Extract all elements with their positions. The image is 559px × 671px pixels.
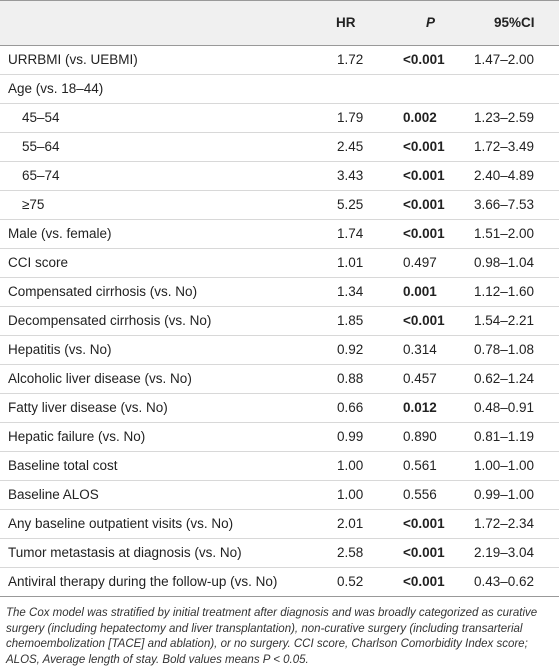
p-value: <0.001 [403,139,445,154]
hr-value: 0.52 [337,574,364,589]
p-value: <0.001 [403,197,445,212]
header-row: HR P 95%CI [0,0,559,46]
table-row: 55–64 2.45 <0.001 1.72–3.49 [0,132,559,162]
row-label: CCI score [8,255,69,270]
ci-value: 2.40–4.89 [474,168,535,183]
hr-value: 1.74 [337,226,364,241]
row-label: Hepatitis (vs. No) [8,342,112,357]
p-value: 0.890 [403,429,437,444]
row-label: Alcoholic liver disease (vs. No) [8,371,192,386]
row-label: Male (vs. female) [8,226,112,241]
hr-value: 0.92 [337,342,364,357]
table-row: Age (vs. 18–44) [0,74,559,104]
ci-value: 1.72–2.34 [474,516,535,531]
row-label: Baseline total cost [8,458,118,473]
row-label: 45–54 [22,110,60,125]
row-label: Compensated cirrhosis (vs. No) [8,284,198,299]
row-label: Tumor metastasis at diagnosis (vs. No) [8,545,242,560]
header-p: P [426,15,436,30]
ci-value: 1.54–2.21 [474,313,535,328]
table-row: Fatty liver disease (vs. No) 0.66 0.012 0.4… [0,393,559,423]
hr-value: 0.88 [337,371,364,386]
table-row: Male (vs. female) 1.74 <0.001 1.51–2.00 [0,219,559,249]
ci-value: 0.62–1.24 [474,371,535,386]
hr-value: 1.72 [337,52,364,67]
ci-value: 0.98–1.04 [474,255,535,270]
hr-value: 1.00 [337,458,364,473]
row-label: Antiviral therapy during the follow-up (… [8,574,278,589]
table-row: Any baseline outpatient visits (vs. No) 2… [0,509,559,539]
row-label: Any baseline outpatient visits (vs. No) [8,516,234,531]
hr-value: 2.58 [337,545,364,560]
row-label: Decompensated cirrhosis (vs. No) [8,313,212,328]
table-row: URRBMI (vs. UEBMI) 1.72 <0.001 1.47–2.00 [0,45,559,75]
ci-value: 3.66–7.53 [474,197,535,212]
table-row: ≥75 5.25 <0.001 3.66–7.53 [0,190,559,220]
row-label: 65–74 [22,168,60,183]
table-row: Decompensated cirrhosis (vs. No) 1.85 <0.0… [0,306,559,336]
hr-value: 1.00 [337,487,364,502]
hr-value: 1.85 [337,313,364,328]
p-value: <0.001 [403,52,445,67]
table-row: Hepatic failure (vs. No) 0.99 0.890 0.81–1.… [0,422,559,452]
hr-value: 0.66 [337,400,364,415]
p-value: 0.012 [403,400,437,415]
table-row: Antiviral therapy during the follow-up (… [0,567,559,597]
p-value: <0.001 [403,313,445,328]
p-value: 0.497 [403,255,437,270]
hr-value: 2.01 [337,516,364,531]
header-ci: 95%CI [494,15,535,30]
hr-value: 1.34 [337,284,364,299]
p-value: 0.002 [403,110,437,125]
ci-value: 1.47–2.00 [474,52,535,67]
hr-value: 2.45 [337,139,364,154]
ci-value: 0.43–0.62 [474,574,535,589]
hr-value: 1.01 [337,255,364,270]
table-row: Baseline ALOS 1.00 0.556 0.99–1.00 [0,480,559,510]
ci-value: 2.19–3.04 [474,545,535,560]
footnote: The Cox model was stratified by initial … [6,607,538,666]
row-label: Fatty liver disease (vs. No) [8,400,168,415]
ci-value: 1.12–1.60 [474,284,535,299]
table-row: Baseline total cost 1.00 0.561 1.00–1.00 [0,451,559,481]
p-value: <0.001 [403,516,445,531]
row-label: 55–64 [22,139,60,154]
ci-value: 1.72–3.49 [474,139,535,154]
row-label: Hepatic failure (vs. No) [8,429,146,444]
p-value: 0.457 [403,371,437,386]
table-row: Tumor metastasis at diagnosis (vs. No) 2.… [0,538,559,568]
table-row: 65–74 3.43 <0.001 2.40–4.89 [0,161,559,191]
p-value: 0.561 [403,458,437,473]
hr-value: 0.99 [337,429,364,444]
hr-value: 1.79 [337,110,364,125]
row-label: Baseline ALOS [8,487,99,502]
ci-value: 1.23–2.59 [474,110,535,125]
hr-value: 5.25 [337,197,364,212]
ci-value: 0.78–1.08 [474,342,535,357]
p-value: 0.001 [403,284,437,299]
table-row: Compensated cirrhosis (vs. No) 1.34 0.001 1… [0,277,559,307]
table-row: Hepatitis (vs. No) 0.92 0.314 0.78–1.08 [0,335,559,365]
p-value: <0.001 [403,226,445,241]
p-value: 0.556 [403,487,437,502]
ci-value: 1.00–1.00 [474,458,535,473]
row-label: Age (vs. 18–44) [8,81,104,96]
table-row: Alcoholic liver disease (vs. No) 0.88 0.45… [0,364,559,394]
ci-value: 0.48–0.91 [474,400,535,415]
header-hr: HR [336,15,356,30]
ci-value: 0.81–1.19 [474,429,535,444]
table-row: CCI score 1.01 0.497 0.98–1.04 [0,248,559,278]
hr-value: 3.43 [337,168,364,183]
table-row: 45–54 1.79 0.002 1.23–2.59 [0,103,559,133]
ci-value: 1.51–2.00 [474,226,535,241]
p-value: 0.314 [403,342,437,357]
p-value: <0.001 [403,574,445,589]
p-value: <0.001 [403,545,445,560]
row-label: URRBMI (vs. UEBMI) [8,52,138,67]
p-value: <0.001 [403,168,445,183]
ci-value: 0.99–1.00 [474,487,535,502]
row-label: ≥75 [22,197,45,212]
